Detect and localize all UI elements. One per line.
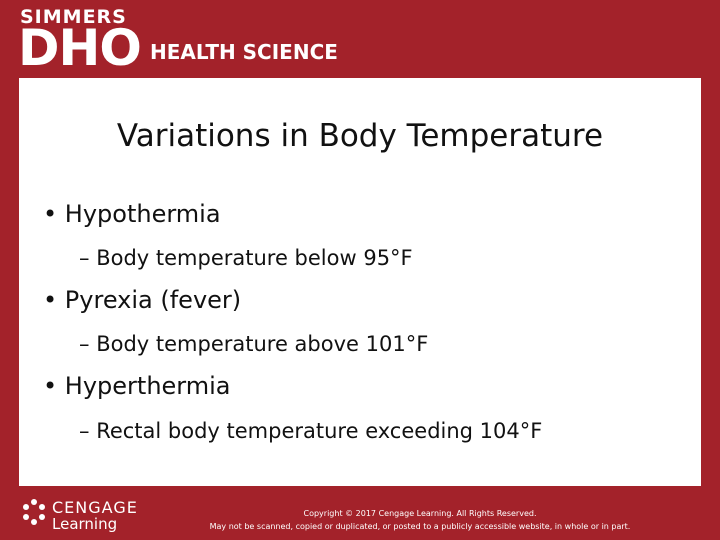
copyright: Copyright © 2017 Cengage Learning. All R… xyxy=(303,509,537,518)
bullet: • Hyperthermia xyxy=(43,372,231,400)
logo-top: CENGAGE xyxy=(52,498,138,517)
bullet-text: Pyrexia (fever) xyxy=(64,286,242,314)
bullet: • Hypothermia xyxy=(43,200,221,228)
sub-bullet-text: Body temperature below 95°F xyxy=(96,246,413,270)
bullet-text: Hyperthermia xyxy=(64,372,231,400)
logo-icon xyxy=(23,499,45,525)
sub-bullet: – Rectal body temperature exceeding 104°… xyxy=(79,419,543,443)
notice: May not be scanned, copied or duplicated… xyxy=(209,522,631,531)
sub-bullet: – Body temperature below 95°F xyxy=(79,246,413,270)
sub-bullet: – Body temperature above 101°F xyxy=(79,332,429,356)
brand-top: SIMMERS xyxy=(20,6,127,28)
bullet: • Pyrexia (fever) xyxy=(43,286,242,314)
logo-bottom: Learning xyxy=(52,515,118,533)
content-panel: Variations in Body Temperature • Hypothe… xyxy=(19,78,701,486)
bullet-text: Hypothermia xyxy=(64,200,221,228)
slide-title: Variations in Body Temperature xyxy=(116,118,604,154)
brand-main: DHO xyxy=(18,19,142,77)
brand-sub: HEALTH SCIENCE xyxy=(150,40,338,64)
sub-bullet-text: Body temperature above 101°F xyxy=(96,332,429,356)
sub-bullet-text: Rectal body temperature exceeding 104°F xyxy=(96,419,543,443)
